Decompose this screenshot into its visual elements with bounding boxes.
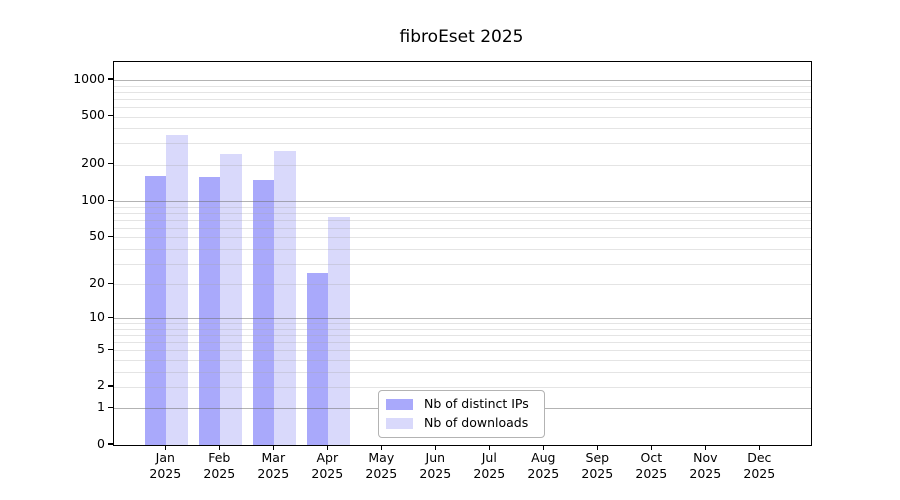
x-tick (272, 445, 274, 451)
x-tick (542, 445, 544, 451)
x-month-label-oct: Oct 2025 (621, 450, 681, 482)
x-month-label-mar: Mar 2025 (243, 450, 303, 482)
bar-distinct-ips-feb (198, 176, 221, 445)
legend-item-downloads: Nb of downloads (386, 416, 544, 431)
x-tick (218, 445, 220, 451)
x-month-label-jan: Jan 2025 (135, 450, 195, 482)
minor-gridline (114, 128, 811, 130)
minor-gridline (114, 164, 811, 166)
legend-label-downloads: Nb of downloads (424, 415, 529, 431)
bar-distinct-ips-jan (144, 175, 167, 445)
month-name: Jul (481, 450, 497, 465)
y-tick-label: 1000 (73, 70, 105, 86)
y-tick (108, 114, 113, 117)
y-tick-label: 200 (81, 155, 105, 171)
legend-box: Nb of distinct IPs Nb of downloads (378, 390, 545, 438)
y-tick (108, 78, 113, 80)
month-year: 2025 (365, 466, 398, 481)
x-tick (488, 445, 490, 451)
legend-swatch-downloads (386, 418, 413, 429)
x-tick (380, 445, 382, 451)
month-year: 2025 (149, 466, 182, 481)
month-name: Jun (425, 450, 446, 465)
bar-downloads-feb (220, 153, 242, 445)
minor-gridline (114, 143, 811, 145)
major-gridline (114, 80, 811, 81)
x-tick (704, 445, 706, 451)
month-year: 2025 (527, 466, 560, 481)
month-name: Oct (640, 450, 663, 465)
y-tick (108, 316, 113, 318)
y-tick-label: 20 (89, 274, 105, 290)
chart-title: fibroEset 2025 (399, 27, 524, 47)
month-name: Dec (747, 450, 772, 465)
bar-downloads-jan (166, 135, 188, 445)
month-name: Jan (155, 450, 175, 465)
y-tick (108, 406, 113, 408)
y-tick-label: 100 (81, 191, 105, 207)
x-month-label-jul: Jul 2025 (459, 450, 519, 482)
month-year: 2025 (473, 466, 506, 481)
x-month-label-feb: Feb 2025 (189, 450, 249, 482)
legend-item-distinct-ips: Nb of distinct IPs (386, 397, 544, 412)
minor-gridline (114, 85, 811, 87)
bar-downloads-mar (274, 151, 296, 445)
month-name: Aug (531, 450, 556, 465)
month-name: Feb (208, 450, 231, 465)
x-month-label-sep: Sep 2025 (567, 450, 627, 482)
x-tick (650, 445, 652, 451)
y-tick (108, 199, 113, 201)
bar-downloads-apr (328, 216, 350, 445)
y-tick (108, 385, 113, 387)
month-year: 2025 (635, 466, 668, 481)
plot-area (113, 61, 812, 446)
x-tick (326, 445, 328, 451)
month-name: Nov (693, 450, 718, 465)
y-tick (108, 163, 113, 165)
y-tick-label: 10 (89, 308, 105, 324)
legend-swatch-distinct-ips (386, 399, 413, 410)
month-name: Apr (316, 450, 339, 465)
x-tick (758, 445, 760, 451)
x-tick (596, 445, 598, 451)
month-name: Mar (261, 450, 286, 465)
x-month-label-nov: Nov 2025 (675, 450, 735, 482)
x-month-label-may: May 2025 (351, 450, 411, 482)
y-tick-label: 500 (81, 107, 105, 123)
month-year: 2025 (581, 466, 614, 481)
minor-gridline (114, 106, 811, 108)
x-month-label-jun: Jun 2025 (405, 450, 465, 482)
x-month-label-aug: Aug 2025 (513, 450, 573, 482)
minor-gridline (114, 116, 811, 118)
month-name: Sep (585, 450, 610, 465)
y-tick-label: 50 (89, 227, 105, 243)
month-year: 2025 (311, 466, 344, 481)
y-tick-label: 2 (97, 377, 105, 393)
y-tick (108, 282, 113, 284)
month-year: 2025 (743, 466, 776, 481)
bar-distinct-ips-apr (306, 272, 329, 445)
month-year: 2025 (689, 466, 722, 481)
month-year: 2025 (203, 466, 236, 481)
x-tick (164, 445, 166, 451)
minor-gridline (114, 98, 811, 100)
y-tick (108, 443, 113, 445)
x-month-label-apr: Apr 2025 (297, 450, 357, 482)
month-year: 2025 (419, 466, 452, 481)
bar-distinct-ips-mar (252, 179, 275, 445)
minor-gridline (114, 91, 811, 93)
x-month-label-dec: Dec 2025 (729, 450, 789, 482)
y-tick-label: 1 (97, 398, 105, 414)
month-year: 2025 (257, 466, 290, 481)
y-tick (108, 348, 113, 350)
y-tick (108, 235, 113, 237)
month-name: May (368, 450, 395, 465)
x-tick (434, 445, 436, 451)
y-tick-label: 5 (97, 340, 105, 356)
legend-label-distinct-ips: Nb of distinct IPs (424, 396, 529, 412)
y-tick-label: 0 (97, 435, 105, 451)
